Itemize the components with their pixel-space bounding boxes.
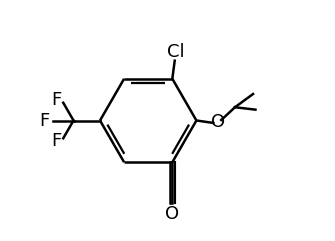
Text: Cl: Cl: [167, 42, 185, 60]
Text: O: O: [165, 205, 179, 223]
Text: F: F: [51, 132, 61, 150]
Text: F: F: [40, 112, 50, 129]
Text: F: F: [51, 91, 61, 109]
Text: O: O: [211, 113, 225, 131]
